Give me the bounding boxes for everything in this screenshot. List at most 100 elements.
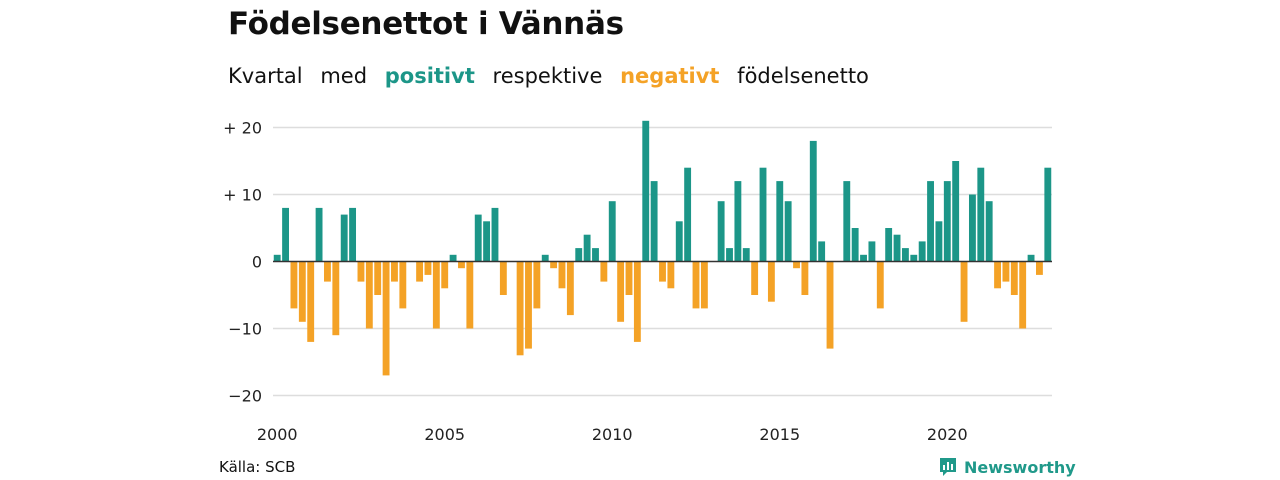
bar xyxy=(416,261,424,282)
bar xyxy=(625,261,633,295)
bar xyxy=(700,261,708,309)
subtitle-text-respektive: respektive xyxy=(492,64,603,88)
bar xyxy=(391,261,398,282)
bar xyxy=(432,261,440,329)
bar xyxy=(525,261,532,349)
positive-legend-word: positivt xyxy=(384,64,475,88)
bar xyxy=(910,254,918,262)
bar xyxy=(675,221,683,262)
bar xyxy=(901,248,909,262)
bar xyxy=(885,228,893,262)
y-tick-label: + 10 xyxy=(223,186,262,205)
bar xyxy=(290,261,298,309)
y-tick-label: 0 xyxy=(252,253,262,272)
bar xyxy=(985,201,993,262)
bar xyxy=(566,261,574,316)
bar xyxy=(751,261,759,295)
bar xyxy=(759,167,767,262)
bar xyxy=(633,261,641,342)
y-tick-label: + 20 xyxy=(223,119,262,138)
bar xyxy=(516,261,524,356)
bar xyxy=(617,261,625,322)
bar xyxy=(600,261,608,282)
bar xyxy=(843,181,851,262)
bar xyxy=(592,248,599,262)
bar xyxy=(960,261,968,322)
bar xyxy=(399,261,407,309)
bar xyxy=(382,261,390,376)
bar xyxy=(273,254,281,262)
bar xyxy=(826,261,834,349)
bar xyxy=(809,140,817,262)
bar xyxy=(801,261,809,295)
bar xyxy=(298,261,306,322)
subtitle-text-med: med xyxy=(320,64,368,88)
x-tick-label: 2010 xyxy=(592,425,633,444)
bar xyxy=(307,261,315,342)
bar xyxy=(692,261,700,309)
bar xyxy=(927,181,934,262)
bar xyxy=(918,241,926,262)
bar xyxy=(935,221,943,262)
x-tick-label: 2015 xyxy=(759,425,800,444)
newsworthy-logo-icon xyxy=(940,458,956,476)
bar xyxy=(726,248,733,262)
bar xyxy=(868,241,876,262)
bar xyxy=(876,261,884,309)
bar xyxy=(608,201,616,262)
bar xyxy=(684,167,692,262)
bar xyxy=(1027,254,1035,262)
bar xyxy=(449,254,457,262)
bar xyxy=(742,248,750,262)
bar xyxy=(717,201,725,262)
bar xyxy=(315,207,323,262)
bar xyxy=(441,261,449,289)
bar xyxy=(499,261,507,295)
y-tick-label: −20 xyxy=(228,387,262,406)
bar xyxy=(374,261,382,295)
bar xyxy=(667,261,675,289)
bar xyxy=(365,261,373,329)
bar xyxy=(558,261,566,289)
x-tick-label: 2005 xyxy=(424,425,465,444)
bar xyxy=(650,181,658,262)
brand-logo: Newsworthy xyxy=(938,456,1076,478)
chart-subtitle: Kvartal med positivt respektive negativt… xyxy=(228,64,880,88)
source-note: Källa: SCB xyxy=(219,458,296,476)
subtitle-text-fodelsenetto: födelsenetto xyxy=(737,64,869,88)
bar xyxy=(1002,261,1010,282)
bar xyxy=(575,248,583,262)
bar xyxy=(550,261,558,269)
bar xyxy=(533,261,541,309)
bar xyxy=(466,261,474,329)
bar xyxy=(994,261,1001,289)
y-tick-label: −10 xyxy=(228,320,262,339)
x-tick-label: 2020 xyxy=(927,425,968,444)
bar xyxy=(659,261,666,282)
bar xyxy=(357,261,365,282)
chart-title: Födelsenettot i Vännäs xyxy=(228,6,624,42)
bar xyxy=(734,181,742,262)
subtitle-text-kvartal: Kvartal xyxy=(228,64,303,88)
bar xyxy=(818,241,826,262)
bar xyxy=(642,120,650,262)
bar xyxy=(860,254,867,262)
bar xyxy=(541,254,549,262)
x-tick-label: 2000 xyxy=(257,425,298,444)
bar xyxy=(424,261,432,275)
bar xyxy=(583,234,591,262)
bar xyxy=(952,161,960,262)
bar xyxy=(458,261,465,269)
bar xyxy=(776,181,784,262)
bar xyxy=(968,194,976,262)
bar xyxy=(1036,261,1043,275)
bar xyxy=(1044,167,1052,262)
bar xyxy=(483,221,491,262)
bar xyxy=(474,214,482,262)
bar xyxy=(324,261,331,282)
bar xyxy=(349,207,357,262)
bar xyxy=(282,207,289,262)
bar xyxy=(340,214,348,262)
bar xyxy=(793,261,800,269)
